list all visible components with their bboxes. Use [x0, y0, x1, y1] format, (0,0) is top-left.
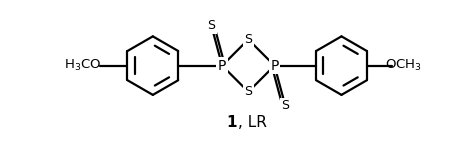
Text: P: P [218, 59, 226, 73]
Text: S: S [244, 85, 252, 98]
Text: OCH$_3$: OCH$_3$ [385, 58, 421, 73]
Text: , LR: , LR [237, 115, 266, 130]
Text: H$_3$CO: H$_3$CO [64, 58, 101, 73]
Text: P: P [270, 59, 279, 73]
Text: 1: 1 [226, 115, 237, 130]
Text: S: S [207, 19, 215, 32]
Text: S: S [244, 33, 252, 46]
Text: S: S [281, 99, 289, 112]
